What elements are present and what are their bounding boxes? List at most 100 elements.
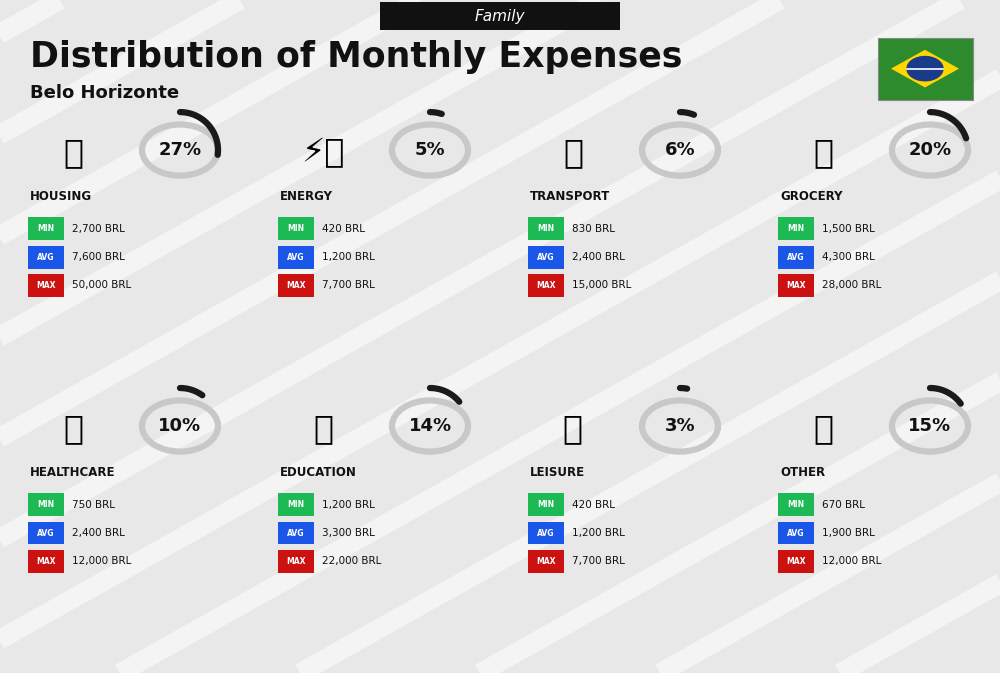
- Text: 420 BRL: 420 BRL: [572, 500, 615, 509]
- Text: 3%: 3%: [665, 417, 695, 435]
- Text: AVG: AVG: [37, 528, 55, 538]
- FancyBboxPatch shape: [778, 217, 814, 240]
- Text: MIN: MIN: [287, 224, 305, 234]
- Text: AVG: AVG: [787, 252, 805, 262]
- Text: Family: Family: [475, 9, 525, 24]
- Text: 14%: 14%: [408, 417, 452, 435]
- Text: LEISURE: LEISURE: [530, 466, 585, 479]
- Text: Distribution of Monthly Expenses: Distribution of Monthly Expenses: [30, 40, 682, 74]
- Polygon shape: [891, 50, 959, 87]
- FancyBboxPatch shape: [778, 522, 814, 544]
- Text: 🏢: 🏢: [63, 136, 83, 170]
- Text: 420 BRL: 420 BRL: [322, 224, 365, 234]
- Circle shape: [907, 57, 943, 81]
- FancyBboxPatch shape: [778, 274, 814, 297]
- Text: 1,200 BRL: 1,200 BRL: [322, 252, 375, 262]
- FancyBboxPatch shape: [528, 217, 564, 240]
- Text: MIN: MIN: [537, 224, 555, 234]
- Text: HOUSING: HOUSING: [30, 190, 92, 203]
- Text: 28,000 BRL: 28,000 BRL: [822, 281, 881, 290]
- Text: 1,200 BRL: 1,200 BRL: [322, 500, 375, 509]
- Text: 15,000 BRL: 15,000 BRL: [572, 281, 631, 290]
- Text: AVG: AVG: [37, 252, 55, 262]
- Text: MAX: MAX: [536, 281, 556, 290]
- Text: EDUCATION: EDUCATION: [280, 466, 357, 479]
- Text: 5%: 5%: [415, 141, 445, 159]
- Text: 12,000 BRL: 12,000 BRL: [822, 557, 881, 566]
- Text: 12,000 BRL: 12,000 BRL: [72, 557, 131, 566]
- FancyBboxPatch shape: [28, 217, 64, 240]
- Text: MIN: MIN: [787, 500, 805, 509]
- Text: MAX: MAX: [36, 557, 56, 566]
- FancyBboxPatch shape: [278, 550, 314, 573]
- FancyBboxPatch shape: [528, 246, 564, 269]
- Text: 2,400 BRL: 2,400 BRL: [72, 528, 125, 538]
- Text: MAX: MAX: [286, 557, 306, 566]
- Text: 7,600 BRL: 7,600 BRL: [72, 252, 125, 262]
- FancyBboxPatch shape: [528, 522, 564, 544]
- FancyBboxPatch shape: [278, 493, 314, 516]
- Text: 👛: 👛: [813, 412, 833, 446]
- Text: MAX: MAX: [286, 281, 306, 290]
- FancyBboxPatch shape: [278, 246, 314, 269]
- Text: 2,400 BRL: 2,400 BRL: [572, 252, 625, 262]
- Text: MAX: MAX: [536, 557, 556, 566]
- Text: ⚡🏠: ⚡🏠: [301, 136, 345, 170]
- Text: 4,300 BRL: 4,300 BRL: [822, 252, 875, 262]
- Text: 💊: 💊: [63, 412, 83, 446]
- Text: 22,000 BRL: 22,000 BRL: [322, 557, 381, 566]
- FancyBboxPatch shape: [28, 522, 64, 544]
- Text: AVG: AVG: [287, 528, 305, 538]
- Text: 3,300 BRL: 3,300 BRL: [322, 528, 375, 538]
- Text: HEALTHCARE: HEALTHCARE: [30, 466, 116, 479]
- Text: 1,200 BRL: 1,200 BRL: [572, 528, 625, 538]
- Text: 7,700 BRL: 7,700 BRL: [572, 557, 625, 566]
- Text: TRANSPORT: TRANSPORT: [530, 190, 610, 203]
- FancyBboxPatch shape: [528, 550, 564, 573]
- FancyBboxPatch shape: [28, 493, 64, 516]
- FancyBboxPatch shape: [380, 2, 620, 30]
- FancyBboxPatch shape: [878, 38, 972, 100]
- FancyBboxPatch shape: [278, 217, 314, 240]
- Text: 7,700 BRL: 7,700 BRL: [322, 281, 375, 290]
- Text: 830 BRL: 830 BRL: [572, 224, 615, 234]
- FancyBboxPatch shape: [778, 493, 814, 516]
- Text: MIN: MIN: [37, 224, 55, 234]
- FancyBboxPatch shape: [778, 246, 814, 269]
- Text: OTHER: OTHER: [780, 466, 825, 479]
- Text: MIN: MIN: [787, 224, 805, 234]
- Text: GROCERY: GROCERY: [780, 190, 842, 203]
- FancyBboxPatch shape: [28, 246, 64, 269]
- Text: MAX: MAX: [786, 281, 806, 290]
- Text: 27%: 27%: [158, 141, 202, 159]
- Text: 50,000 BRL: 50,000 BRL: [72, 281, 131, 290]
- Text: MIN: MIN: [37, 500, 55, 509]
- Text: 670 BRL: 670 BRL: [822, 500, 865, 509]
- Text: ENERGY: ENERGY: [280, 190, 333, 203]
- Text: AVG: AVG: [287, 252, 305, 262]
- Text: AVG: AVG: [787, 528, 805, 538]
- Text: 6%: 6%: [665, 141, 695, 159]
- Text: 1,500 BRL: 1,500 BRL: [822, 224, 875, 234]
- Text: 🛍️: 🛍️: [563, 412, 583, 446]
- FancyBboxPatch shape: [28, 274, 64, 297]
- FancyBboxPatch shape: [528, 493, 564, 516]
- Text: Belo Horizonte: Belo Horizonte: [30, 84, 179, 102]
- Text: 2,700 BRL: 2,700 BRL: [72, 224, 125, 234]
- FancyBboxPatch shape: [278, 522, 314, 544]
- Text: 🎓: 🎓: [313, 412, 333, 446]
- FancyBboxPatch shape: [528, 274, 564, 297]
- Text: MAX: MAX: [36, 281, 56, 290]
- Text: 🚌: 🚌: [563, 136, 583, 170]
- Text: AVG: AVG: [537, 252, 555, 262]
- FancyBboxPatch shape: [28, 550, 64, 573]
- Text: 10%: 10%: [158, 417, 202, 435]
- FancyBboxPatch shape: [278, 274, 314, 297]
- Text: 750 BRL: 750 BRL: [72, 500, 115, 509]
- Text: 1,900 BRL: 1,900 BRL: [822, 528, 875, 538]
- Text: 20%: 20%: [908, 141, 952, 159]
- Text: MAX: MAX: [786, 557, 806, 566]
- Text: MIN: MIN: [537, 500, 555, 509]
- Text: 🛒: 🛒: [813, 136, 833, 170]
- Text: MIN: MIN: [287, 500, 305, 509]
